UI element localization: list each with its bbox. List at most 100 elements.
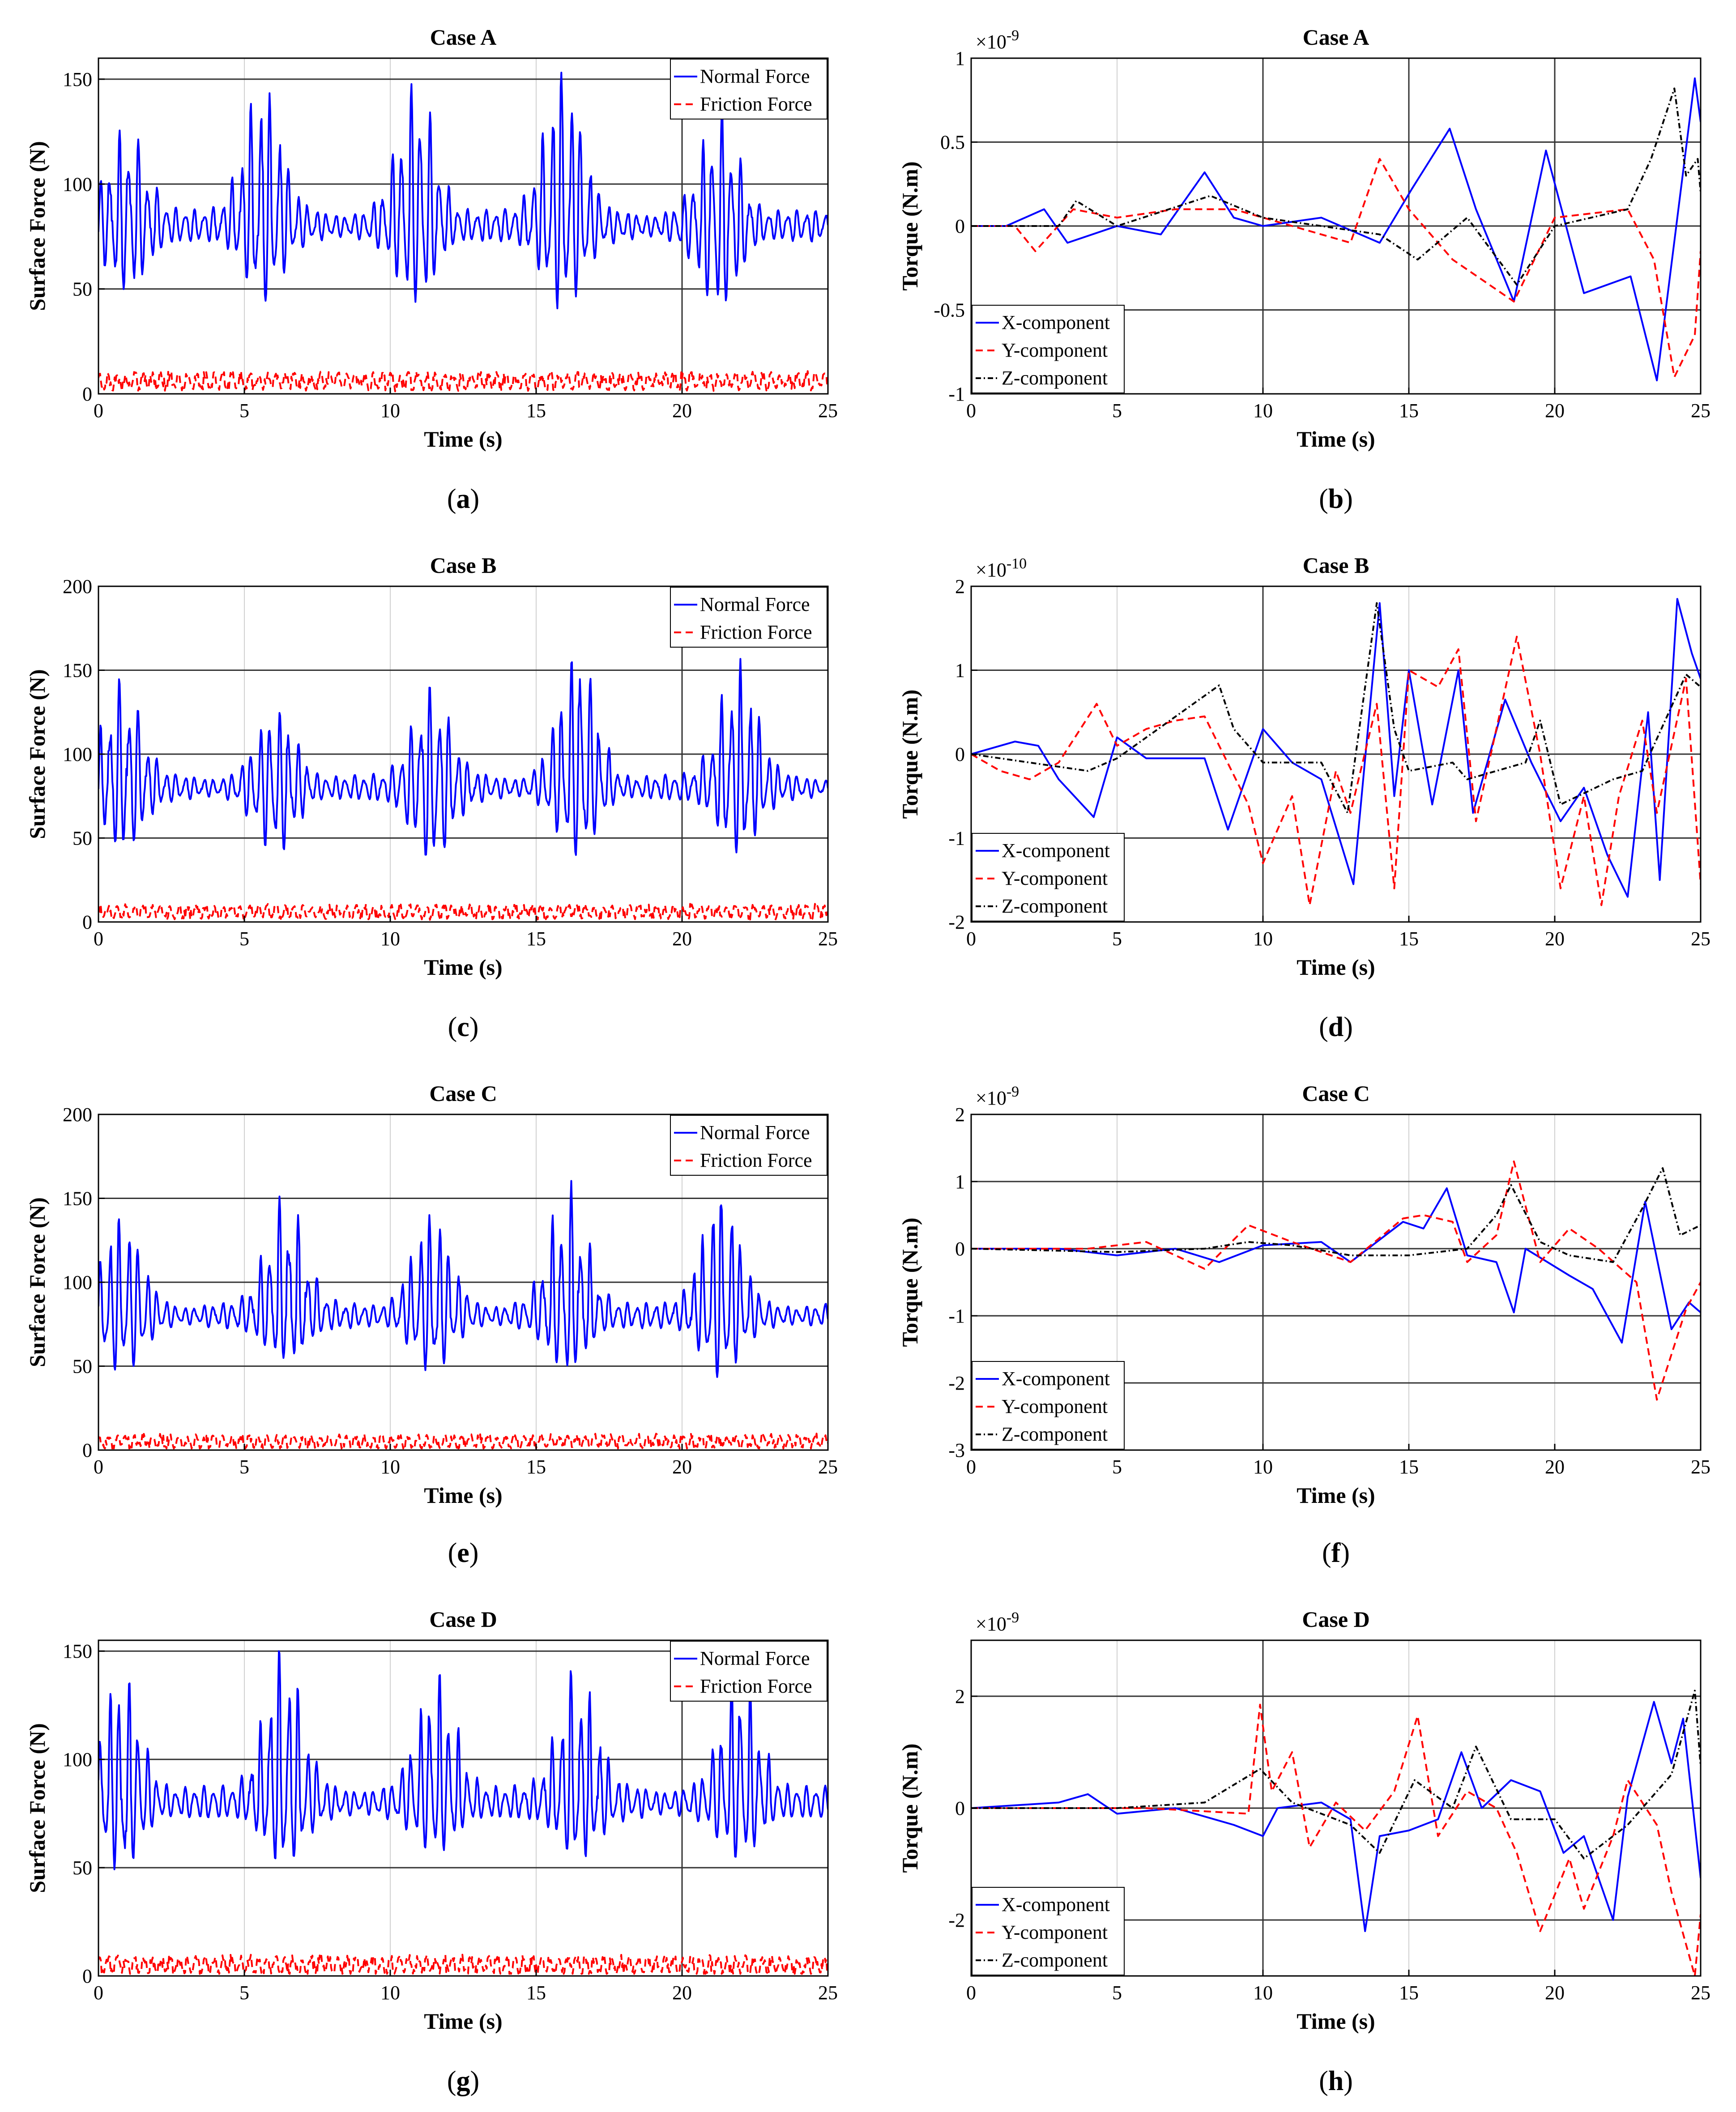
x-axis-label: Time (s) — [424, 2009, 502, 2034]
y-tick-label: 0 — [955, 1238, 965, 1260]
x-tick-label: 20 — [672, 1982, 692, 2004]
y-tick-label: 0 — [82, 911, 92, 933]
legend-label: Z-component — [1002, 367, 1108, 389]
x-tick-label: 10 — [380, 400, 400, 422]
x-tick-label: 15 — [1399, 1456, 1419, 1478]
legend-box — [972, 305, 1125, 393]
panel-letter-text: d — [1328, 1012, 1344, 1042]
axes-frame — [970, 1114, 1702, 1451]
legend-box — [670, 59, 827, 119]
x-tick-label: 5 — [239, 928, 249, 950]
x-tick-label: 20 — [672, 1456, 692, 1478]
y-tick-label: 0.5 — [940, 132, 965, 154]
x-tick-label: 20 — [672, 928, 692, 950]
x-tick-label: 0 — [966, 1982, 976, 2004]
y-tick-label: 50 — [73, 1857, 92, 1879]
x-tick-label: 10 — [380, 928, 400, 950]
legend-label: X-component — [1002, 1894, 1110, 1916]
panel-letter-text: e — [457, 1538, 469, 1568]
legend: X-component Y-component Z-component — [972, 1887, 1125, 1975]
x-tick-label: 10 — [1253, 928, 1273, 950]
y-tick-label: 200 — [63, 576, 92, 597]
x-tick-label: 0 — [94, 928, 103, 950]
x-tick-label: 10 — [380, 1982, 400, 2004]
series-line-normal-force — [98, 1650, 828, 1870]
legend-label: X-component — [1002, 1368, 1110, 1390]
panel-letter: (c) — [448, 1012, 479, 1042]
legend-box — [670, 1641, 827, 1702]
chart-c: 0 5 10 15 20 25 0 50 100 150 200 Case B Time (s) Surf… — [25, 553, 838, 1042]
axis-exponent: ×10-9 — [976, 1084, 1019, 1109]
axes-frame — [98, 57, 829, 395]
axis-exponent-base: ×10 — [976, 559, 1007, 581]
chart-e: 0 5 10 15 20 25 0 50 100 150 200 Case C Time (s) Surf… — [25, 1081, 838, 1568]
x-tick-label: 20 — [672, 400, 692, 422]
x-tick-label: 25 — [818, 400, 838, 422]
legend-box — [972, 833, 1125, 922]
x-axis-label: Time (s) — [1297, 427, 1375, 452]
chart-a: 0 5 10 15 20 25 0 50 100 150 Case A Time (s) Surface… — [25, 25, 838, 514]
legend-label: Friction Force — [700, 621, 812, 643]
series-line-friction-force — [98, 1433, 828, 1450]
chart-title: Case C — [1302, 1081, 1369, 1106]
series-line-x-component — [971, 598, 1701, 898]
series-line-y-component — [971, 1161, 1701, 1401]
legend-label: Normal Force — [700, 1647, 810, 1669]
y-tick-label: -3 — [948, 1439, 965, 1461]
x-tick-label: 0 — [94, 400, 103, 422]
x-tick-label: 5 — [1112, 1982, 1122, 2004]
series-line-y-component — [971, 1703, 1701, 1976]
legend-box — [670, 587, 827, 648]
axis-exponent: ×10-9 — [976, 27, 1019, 53]
x-axis-label: Time (s) — [1297, 2009, 1375, 2034]
legend-box — [972, 1361, 1125, 1450]
x-tick-label: 20 — [1545, 400, 1565, 422]
x-tick-label: 20 — [1545, 1456, 1565, 1478]
legend-label: Normal Force — [700, 593, 810, 615]
legend-label: Normal Force — [700, 65, 810, 87]
legend-label: Y-component — [1002, 339, 1108, 361]
axis-exponent: ×10-10 — [976, 555, 1027, 581]
x-tick-label: 10 — [1253, 400, 1273, 422]
y-tick-label: 0 — [82, 383, 92, 405]
series-line-x-component — [971, 77, 1701, 381]
panel-letter-text: a — [456, 484, 470, 514]
series-line-z-component — [971, 87, 1701, 286]
y-axis-label: Surface Force (N) — [25, 1197, 50, 1367]
y-tick-label: 0 — [82, 1439, 92, 1461]
x-tick-label: 25 — [1691, 1982, 1710, 2004]
y-tick-label: 150 — [63, 68, 92, 90]
series-line-normal-force — [98, 1180, 828, 1378]
y-axis-label: Torque (N.m) — [897, 690, 922, 819]
legend-label: Y-component — [1002, 1395, 1108, 1417]
legend: Normal Force Friction Force — [670, 1115, 827, 1176]
y-axis-label: Surface Force (N) — [25, 141, 50, 311]
y-tick-label: -2 — [948, 1909, 965, 1931]
x-tick-label: 15 — [1399, 928, 1419, 950]
chart-title: Case C — [429, 1081, 497, 1106]
series-line-normal-force — [98, 72, 828, 309]
y-tick-label: 100 — [63, 743, 92, 765]
panel-letter: (f) — [1322, 1538, 1350, 1568]
legend: X-component Y-component Z-component — [972, 833, 1125, 922]
series-line-friction-force — [98, 903, 828, 921]
x-tick-label: 25 — [818, 928, 838, 950]
x-tick-label: 15 — [526, 1456, 546, 1478]
series-line-friction-force — [98, 370, 828, 393]
chart-title: Case D — [1302, 1607, 1369, 1632]
chart-f: 0 5 10 15 20 25 -3 -2 -1 0 1 2 Case C Time (s) Torque … — [897, 1081, 1710, 1568]
x-tick-label: 25 — [1691, 1456, 1710, 1478]
x-axis-label: Time (s) — [424, 427, 502, 452]
x-tick-label: 5 — [1112, 1456, 1122, 1478]
axis-exponent-base: ×10 — [976, 1613, 1007, 1635]
axis-exponent-power: -9 — [1007, 1084, 1019, 1100]
legend-box — [670, 1115, 827, 1176]
series-line-normal-force — [98, 658, 828, 856]
x-tick-label: 20 — [1545, 1982, 1565, 2004]
x-tick-label: 15 — [526, 1982, 546, 2004]
legend-label: Normal Force — [700, 1122, 810, 1143]
legend-label: Friction Force — [700, 1675, 812, 1697]
legend-box — [972, 1887, 1125, 1975]
x-axis-label: Time (s) — [424, 955, 502, 980]
